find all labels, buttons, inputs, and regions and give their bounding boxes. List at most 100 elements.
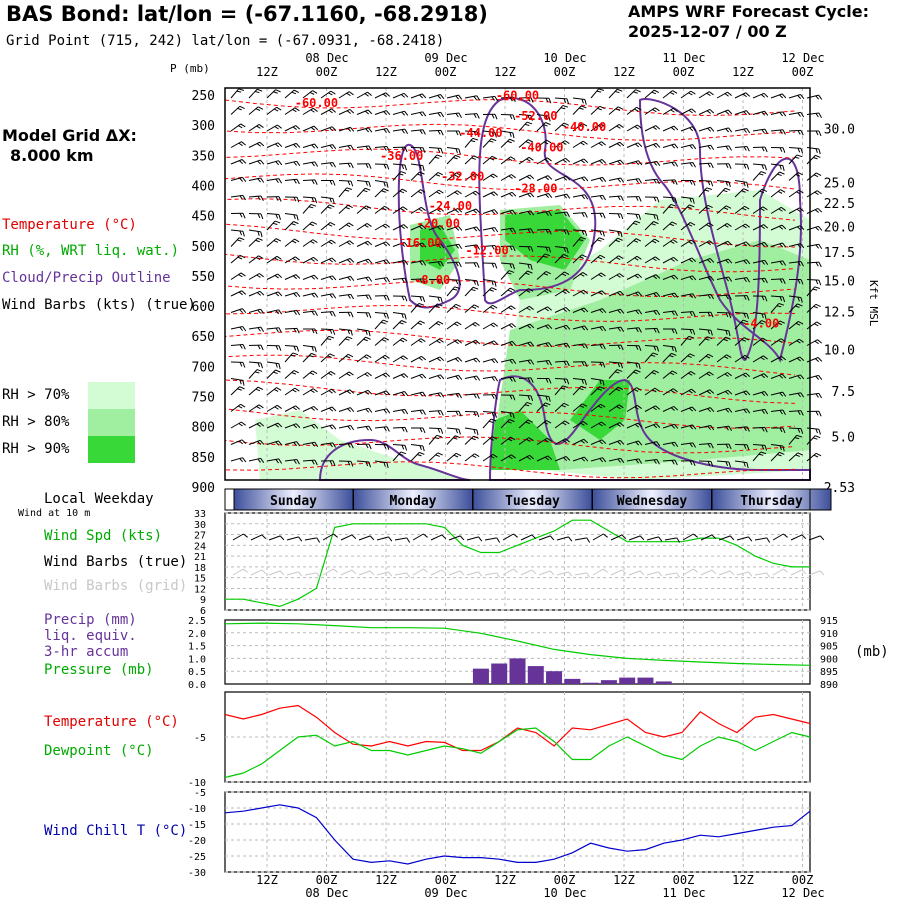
date-label-bottom: 08 Dec: [305, 886, 348, 900]
wind-barb: [716, 294, 732, 300]
pressure-tick: 550: [192, 270, 215, 285]
wind-barb: [644, 352, 659, 363]
wind-barb: [698, 389, 715, 396]
wind-barb: [500, 358, 517, 365]
wind-barb: [644, 387, 660, 396]
wind-barb: [752, 163, 767, 171]
wind-barb: [680, 196, 695, 204]
wind-barb: [338, 187, 352, 198]
wind-barb: [806, 286, 820, 297]
wind-barb: [554, 342, 571, 349]
wind-barb: [410, 451, 425, 462]
wind-barb: [464, 411, 480, 418]
grid-barb: [718, 570, 735, 576]
wind-barb: [626, 220, 641, 231]
wind-barb: [554, 193, 571, 199]
wind-barb: [320, 424, 337, 430]
wind-barb: [428, 427, 444, 434]
true-barb: [358, 535, 375, 541]
wind-barb: [698, 180, 714, 187]
wind-barb: [320, 162, 336, 168]
wind-barb: [284, 213, 299, 221]
temp-label: -40.00: [563, 120, 606, 134]
wind-barb: [626, 345, 642, 351]
wind-barb: [338, 371, 354, 379]
wind-barb: [536, 157, 552, 165]
wind-barb: [482, 209, 499, 215]
precip-ytick: 2.5: [188, 616, 206, 627]
wind-barb: [734, 259, 751, 265]
wind-barb: [806, 243, 823, 250]
wind-barb: [266, 255, 282, 264]
wind-barb: [230, 141, 246, 148]
wind-barb: [734, 337, 750, 346]
precip-bar: [546, 671, 563, 684]
wind-speed-panel-ytick: 18: [194, 563, 206, 574]
wind-barb: [356, 187, 371, 198]
wind-barb: [806, 452, 822, 462]
true-barb: [484, 537, 501, 543]
grid-barb: [268, 570, 285, 576]
model-grid-line1: Model Grid ΔX:: [2, 126, 137, 145]
wind-barb: [662, 143, 679, 149]
true-barb: [268, 535, 285, 541]
wind-barb: [536, 246, 552, 253]
legend-swatch-rh90: [88, 436, 135, 463]
wind-barb: [500, 454, 516, 462]
wind-barb: [680, 257, 697, 264]
wind-barb: [303, 328, 318, 335]
wind-barb: [302, 405, 319, 412]
wind-barb: [482, 113, 498, 120]
wind-barb: [518, 174, 535, 181]
wind-barb: [644, 405, 661, 412]
wind-barb: [572, 289, 588, 297]
weekday-label: Tuesday: [505, 494, 560, 509]
wind-barb: [554, 289, 570, 297]
time-tick-top: 12Z: [375, 65, 397, 79]
wind-barb: [698, 204, 713, 214]
wind-barb: [518, 419, 533, 429]
wind-barb: [536, 360, 552, 366]
wind-barb: [338, 162, 354, 169]
wind-barb: [284, 352, 299, 363]
time-tick-bottom: 12Z: [256, 873, 278, 887]
wind-barb: [698, 328, 713, 336]
wind-barb: [572, 158, 589, 165]
date-label-top: 10 Dec: [543, 51, 586, 65]
wind-barb: [392, 391, 409, 397]
label-wind-chill: Wind Chill T (°C): [44, 823, 188, 839]
time-tick-bottom: 00Z: [316, 873, 338, 887]
wind-barb: [392, 110, 409, 116]
wind-chill-panel-ytick: -30: [188, 868, 206, 879]
wind-barb: [428, 243, 445, 249]
wind-barb: [482, 155, 498, 165]
wind-barb: [410, 242, 427, 248]
wind-barb: [302, 441, 319, 448]
wind-barb: [428, 172, 443, 181]
wind-barb: [500, 174, 516, 181]
wind-barb: [608, 124, 624, 132]
wind-barb: [464, 279, 479, 287]
true-barb: [466, 536, 483, 542]
wind-barb: [590, 212, 606, 219]
wind-barb: [572, 254, 587, 264]
wind-barb: [302, 345, 317, 353]
label-precip3: 3-hr accum: [44, 644, 129, 660]
wind-barb: [734, 408, 751, 414]
time-tick-bottom: 12Z: [613, 873, 635, 887]
wind-barb: [338, 328, 353, 336]
wind-barb: [752, 295, 768, 302]
temp-contour-3: [224, 173, 796, 191]
wind-barb: [662, 221, 677, 231]
wind-barb: [662, 179, 678, 185]
grid-barb: [646, 571, 663, 577]
wind-barb: [806, 321, 822, 330]
pressure-ytick: 900: [820, 654, 838, 665]
wind-barb: [374, 312, 389, 319]
wind-barb: [807, 130, 822, 137]
precip-bar: [600, 680, 617, 684]
wind-barb: [266, 196, 282, 202]
weekday-label: Thursday: [740, 494, 803, 509]
wind-barb: [500, 191, 517, 198]
true-barb: [754, 537, 771, 543]
